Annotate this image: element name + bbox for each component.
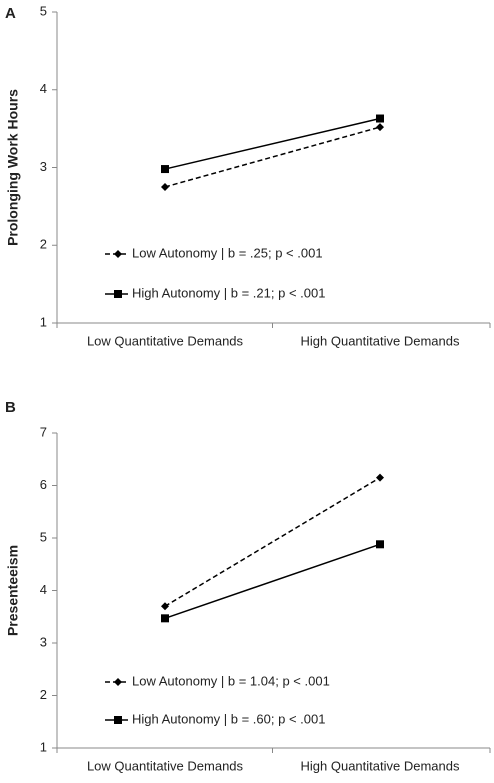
- marker: [114, 678, 122, 686]
- panel-label: B: [5, 399, 16, 416]
- marker: [376, 473, 384, 482]
- legend-label: High Autonomy | b = .21; p < .001: [132, 285, 325, 300]
- marker: [376, 123, 384, 132]
- legend-label: Low Autonomy | b = .25; p < .001: [132, 245, 323, 260]
- y-tick-label: 5: [40, 529, 47, 544]
- y-axis-label: Presenteeism: [5, 545, 21, 636]
- y-tick-label: 4: [40, 81, 47, 96]
- marker: [376, 540, 384, 549]
- panel-label: A: [5, 5, 16, 22]
- series-line: [164, 543, 381, 620]
- series-line: [164, 117, 381, 170]
- series-line: [164, 476, 381, 607]
- marker: [114, 716, 122, 724]
- y-tick-label: 1: [40, 739, 47, 754]
- y-tick-label: 7: [40, 424, 47, 439]
- y-tick-label: 6: [40, 477, 47, 492]
- marker: [376, 114, 384, 123]
- marker: [161, 602, 169, 611]
- y-tick-label: 5: [40, 3, 47, 18]
- legend-label: Low Autonomy | b = 1.04; p < .001: [132, 673, 330, 688]
- y-tick-label: 2: [40, 687, 47, 702]
- y-axis-label: Prolonging Work Hours: [5, 89, 21, 246]
- marker: [161, 614, 169, 623]
- x-tick-label: Low Quantitative Demands: [87, 758, 244, 773]
- marker: [114, 250, 122, 258]
- marker: [161, 182, 169, 191]
- y-tick-label: 4: [40, 582, 47, 597]
- x-tick-label: High Quantitative Demands: [301, 333, 460, 348]
- marker: [161, 165, 169, 174]
- marker: [114, 290, 122, 298]
- y-tick-label: 2: [40, 237, 47, 252]
- y-tick-label: 3: [40, 159, 47, 174]
- y-tick-label: 1: [40, 314, 47, 329]
- y-tick-label: 3: [40, 634, 47, 649]
- series-line: [164, 126, 381, 188]
- legend-label: High Autonomy | b = .60; p < .001: [132, 711, 325, 726]
- x-tick-label: High Quantitative Demands: [301, 758, 460, 773]
- x-tick-label: Low Quantitative Demands: [87, 333, 244, 348]
